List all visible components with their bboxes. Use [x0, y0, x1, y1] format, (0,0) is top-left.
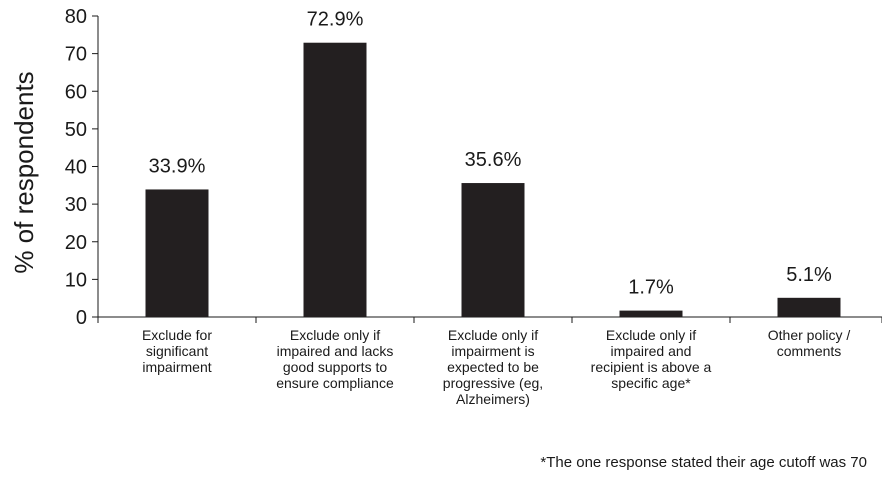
x-category-label-line: impaired and	[611, 343, 692, 359]
y-tick-label: 60	[65, 81, 87, 103]
data-label: 1.7%	[628, 277, 674, 299]
bar	[145, 189, 209, 317]
x-category-label-line: ensure compliance	[276, 375, 394, 391]
bar	[777, 297, 841, 317]
x-category-label-line: comments	[777, 343, 842, 359]
data-label: 35.6%	[465, 149, 522, 171]
y-tick-label: 0	[76, 307, 87, 329]
x-category-label-line: impaired and lacks	[277, 343, 394, 359]
x-category-label-line: Exclude only if	[290, 327, 380, 343]
y-tick-label: 80	[65, 6, 87, 28]
data-label: 33.9%	[149, 155, 206, 177]
y-tick-label: 70	[65, 44, 87, 66]
x-category-label: Other policy / comments	[768, 327, 851, 359]
x-category-label-line: Exclude only if	[448, 327, 538, 343]
x-category-label: Exclude only if impaired and lacks good su…	[276, 327, 394, 391]
x-category-label-line: Alzheimers)	[456, 391, 530, 407]
x-category-label-line: impairment	[142, 359, 211, 375]
x-category-label-line: impairment is	[451, 343, 534, 359]
x-category-label-line: specific age*	[611, 375, 691, 391]
data-label: 72.9%	[307, 9, 364, 31]
x-category-label-line: progressive (eg,	[443, 375, 543, 391]
x-category-label-line: Exclude for	[142, 327, 212, 343]
y-tick-label: 10	[65, 269, 87, 291]
x-category-label-line: significant	[146, 343, 208, 359]
bar	[461, 183, 525, 317]
y-axis-title: % of respondents	[9, 71, 39, 273]
y-tick-label: 30	[65, 194, 87, 216]
x-category-label: Exclude for significant impairment	[142, 327, 212, 375]
y-tick-label: 50	[65, 119, 87, 141]
bar	[303, 42, 367, 318]
bar	[619, 310, 683, 317]
x-category-label-line: recipient is above a	[591, 359, 712, 375]
x-category-label-line: Exclude only if	[606, 327, 696, 343]
chart-footnote: *The one response stated their age cutof…	[540, 454, 867, 471]
data-label: 5.1%	[786, 264, 832, 286]
x-category-label-line: expected to be	[447, 359, 539, 375]
x-category-label: Exclude only if impaired and recipient is …	[591, 327, 712, 391]
y-tick-label: 40	[65, 157, 87, 179]
x-category-label-line: Other policy /	[768, 327, 851, 343]
y-tick-label: 20	[65, 232, 87, 254]
x-category-label: Exclude only if impairment is expected to …	[443, 327, 543, 407]
x-category-label-line: good supports to	[283, 359, 388, 375]
